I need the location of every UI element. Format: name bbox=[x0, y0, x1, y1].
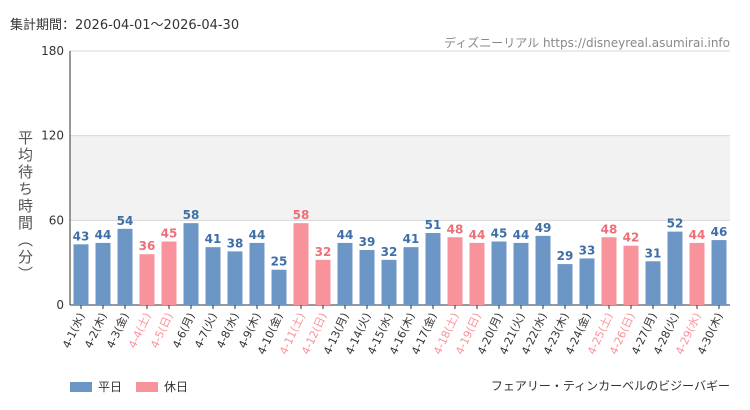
source-label: ディズニーリアル https://disneyreal.asumirai.inf… bbox=[444, 36, 730, 50]
bar bbox=[249, 242, 265, 305]
bar bbox=[293, 223, 309, 305]
chart-title: フェアリー・ティンカーベルのビジーバギー bbox=[490, 379, 730, 393]
bar bbox=[359, 249, 375, 305]
y-axis-label: 平均待ち時間（分） bbox=[16, 130, 34, 283]
bar bbox=[535, 235, 551, 305]
bar bbox=[271, 269, 287, 305]
data-label: 32 bbox=[381, 245, 398, 259]
bar bbox=[623, 245, 639, 305]
data-label: 42 bbox=[623, 231, 640, 245]
data-label: 46 bbox=[711, 225, 728, 239]
data-label: 44 bbox=[469, 228, 486, 242]
data-label: 45 bbox=[161, 227, 178, 241]
legend-label-holiday: 休日 bbox=[164, 380, 189, 394]
data-label: 32 bbox=[315, 245, 332, 259]
bar bbox=[73, 244, 89, 305]
data-label: 39 bbox=[359, 235, 376, 249]
bar bbox=[711, 240, 727, 305]
band-60-120 bbox=[70, 135, 730, 221]
bar bbox=[381, 259, 397, 305]
y-tick-label: 60 bbox=[49, 213, 64, 227]
bar bbox=[447, 237, 463, 305]
bar bbox=[161, 241, 177, 305]
y-tick-label: 0 bbox=[56, 298, 64, 312]
legend-item-holiday: 休日 bbox=[136, 378, 188, 395]
bar bbox=[139, 254, 155, 305]
bar bbox=[403, 247, 419, 305]
bar bbox=[689, 242, 705, 305]
bar bbox=[315, 259, 331, 305]
data-label: 33 bbox=[579, 243, 596, 257]
y-tick-label: 120 bbox=[41, 129, 64, 143]
bar bbox=[337, 242, 353, 305]
bar bbox=[557, 264, 573, 305]
data-label: 54 bbox=[117, 214, 134, 228]
data-label: 29 bbox=[557, 249, 574, 263]
data-label: 25 bbox=[271, 255, 288, 269]
legend-item-weekday: 平日 bbox=[70, 378, 122, 395]
data-label: 44 bbox=[249, 228, 266, 242]
bar bbox=[117, 228, 133, 305]
bar bbox=[425, 233, 441, 305]
bar bbox=[183, 223, 199, 305]
data-label: 45 bbox=[491, 227, 508, 241]
period-label: 集計期間：2026-04-01～2026-04-30 bbox=[10, 18, 240, 33]
data-label: 44 bbox=[95, 228, 112, 242]
legend-label-weekday: 平日 bbox=[98, 380, 123, 394]
data-label: 51 bbox=[425, 218, 442, 232]
data-label: 58 bbox=[183, 208, 200, 222]
bar bbox=[205, 247, 221, 305]
legend: 平日 休日 bbox=[70, 378, 188, 395]
y-tick-label: 180 bbox=[41, 44, 64, 58]
data-label: 58 bbox=[293, 208, 310, 222]
data-label: 52 bbox=[667, 217, 684, 231]
bar bbox=[491, 241, 507, 305]
bar bbox=[601, 237, 617, 305]
data-label: 36 bbox=[139, 239, 156, 253]
data-label: 49 bbox=[535, 221, 552, 235]
legend-swatch-holiday bbox=[136, 381, 159, 392]
data-label: 48 bbox=[601, 222, 618, 236]
legend-swatch-weekday bbox=[70, 381, 92, 392]
bar bbox=[645, 261, 661, 305]
data-label: 48 bbox=[447, 222, 464, 236]
data-label: 41 bbox=[205, 232, 222, 246]
bar bbox=[579, 258, 595, 305]
data-label: 44 bbox=[689, 228, 706, 242]
bar bbox=[469, 242, 485, 305]
data-label: 44 bbox=[513, 228, 530, 242]
bar bbox=[667, 231, 683, 305]
bar bbox=[95, 242, 111, 305]
bar bbox=[513, 242, 529, 305]
data-label: 43 bbox=[73, 229, 90, 243]
data-label: 38 bbox=[227, 236, 244, 250]
bar bbox=[227, 251, 243, 305]
data-label: 41 bbox=[403, 232, 420, 246]
data-label: 44 bbox=[337, 228, 354, 242]
data-label: 31 bbox=[645, 246, 662, 260]
